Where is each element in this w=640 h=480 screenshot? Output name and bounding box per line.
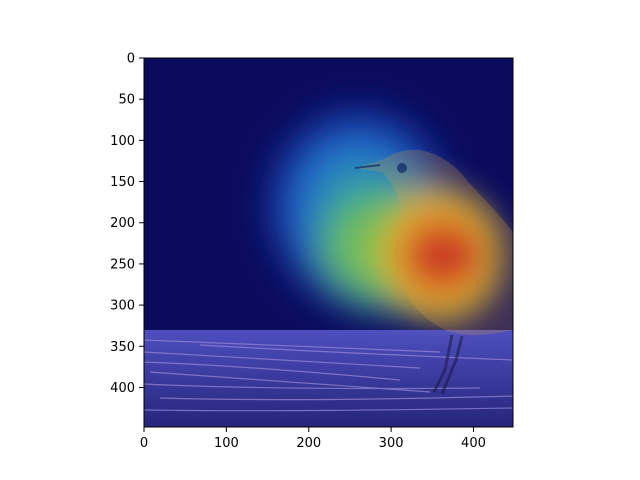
- y-tick-label: 350: [110, 340, 135, 355]
- y-tick-label: 0: [127, 52, 135, 67]
- bird-silhouette: [354, 149, 513, 395]
- ground-region: [144, 330, 513, 427]
- x-tick-label: 100: [214, 436, 239, 451]
- x-axis: 0 100 200 300 400: [140, 427, 486, 451]
- heatmap-image: [144, 58, 513, 427]
- y-tick-label: 400: [110, 381, 135, 396]
- x-tick-label: 400: [461, 436, 486, 451]
- plot-frame: [143, 57, 514, 428]
- y-tick-label: 50: [118, 93, 135, 108]
- x-tick-label: 300: [379, 436, 404, 451]
- y-tick-label: 200: [110, 216, 135, 231]
- y-tick-label: 150: [110, 175, 135, 190]
- y-axis: 0 50 100 150 200 250 300 350 400: [110, 52, 144, 396]
- x-tick-label: 0: [140, 436, 148, 451]
- y-tick-label: 100: [110, 134, 135, 149]
- x-tick-label: 200: [296, 436, 321, 451]
- y-tick-label: 250: [110, 257, 135, 272]
- y-tick-label: 300: [110, 299, 135, 314]
- attention-peak: [404, 225, 485, 286]
